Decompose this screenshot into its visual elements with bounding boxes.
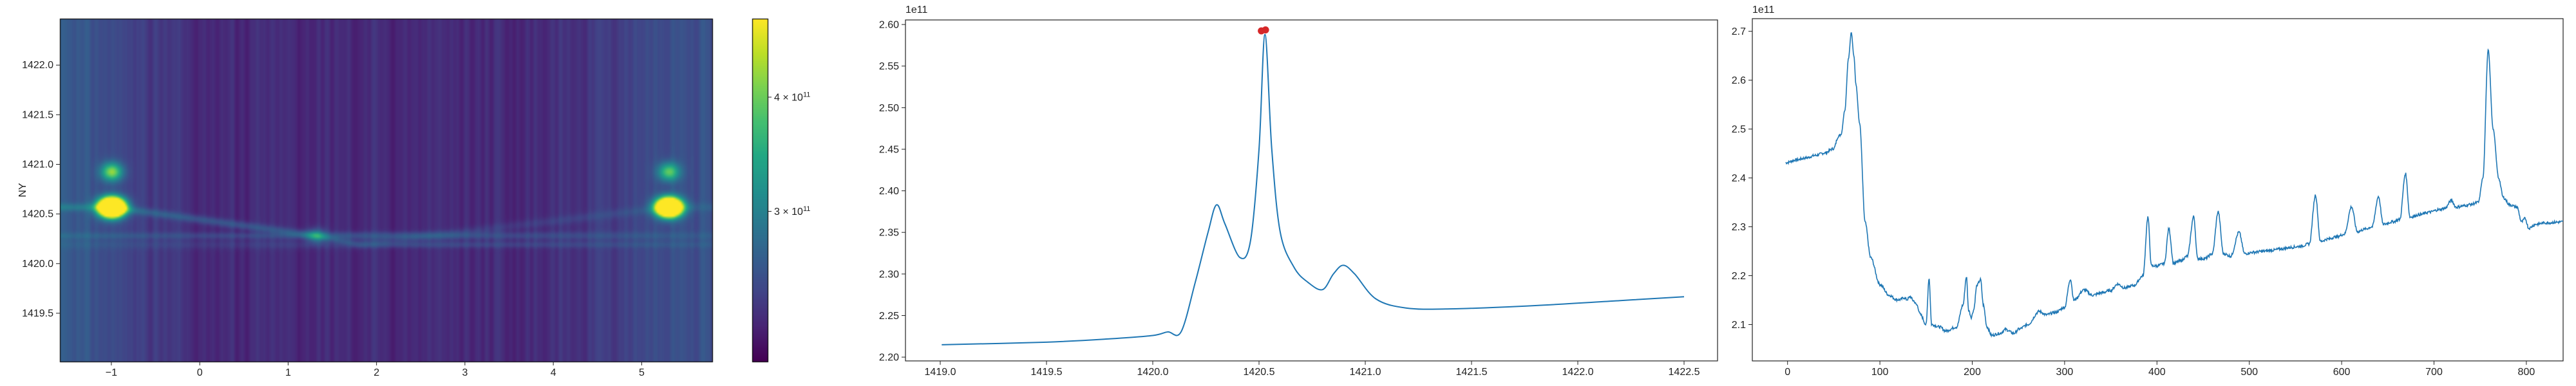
svg-text:1420.5: 1420.5	[22, 209, 53, 220]
svg-text:2.5: 2.5	[1732, 124, 1746, 135]
svg-text:1e11: 1e11	[1752, 5, 1775, 15]
svg-text:3 × 1011: 3 × 1011	[774, 205, 810, 217]
svg-text:1e11: 1e11	[905, 5, 928, 15]
svg-text:2.3: 2.3	[1732, 222, 1746, 233]
svg-text:3: 3	[462, 367, 468, 378]
svg-text:1419.5: 1419.5	[1031, 367, 1063, 378]
svg-text:1419.5: 1419.5	[22, 308, 53, 319]
svg-text:2.40: 2.40	[879, 186, 899, 197]
svg-text:1: 1	[285, 367, 291, 378]
svg-text:1422.0: 1422.0	[22, 60, 53, 71]
svg-text:2.20: 2.20	[879, 353, 899, 363]
svg-text:2.25: 2.25	[879, 311, 899, 322]
svg-text:2.30: 2.30	[879, 269, 899, 280]
svg-text:5: 5	[639, 367, 645, 378]
svg-text:1421.0: 1421.0	[22, 159, 53, 170]
svg-text:−1: −1	[106, 367, 117, 378]
svg-text:1420.0: 1420.0	[22, 259, 53, 270]
svg-text:500: 500	[2240, 367, 2258, 378]
svg-text:1419.0: 1419.0	[925, 367, 956, 378]
svg-text:400: 400	[2148, 367, 2166, 378]
svg-text:NY: NY	[17, 183, 28, 198]
svg-text:800: 800	[2518, 367, 2535, 378]
svg-text:2: 2	[374, 367, 379, 378]
svg-text:600: 600	[2333, 367, 2351, 378]
svg-text:2.50: 2.50	[879, 103, 899, 114]
svg-text:2.45: 2.45	[879, 144, 899, 155]
svg-text:4: 4	[551, 367, 556, 378]
svg-text:2.60: 2.60	[879, 20, 899, 31]
svg-text:700: 700	[2425, 367, 2443, 378]
svg-text:2.55: 2.55	[879, 61, 899, 72]
svg-text:1420.0: 1420.0	[1137, 367, 1169, 378]
svg-text:2.4: 2.4	[1732, 173, 1746, 184]
svg-text:1422.5: 1422.5	[1669, 367, 1700, 378]
svg-text:200: 200	[1964, 367, 1981, 378]
svg-text:100: 100	[1871, 367, 1889, 378]
svg-text:2.1: 2.1	[1732, 320, 1746, 331]
svg-text:2.35: 2.35	[879, 228, 899, 239]
svg-text:1421.5: 1421.5	[1456, 367, 1488, 378]
svg-text:0: 0	[1785, 367, 1790, 378]
svg-text:1420.5: 1420.5	[1244, 367, 1275, 378]
svg-text:2.6: 2.6	[1732, 75, 1746, 86]
svg-text:2.7: 2.7	[1732, 26, 1746, 37]
svg-text:4 × 1011: 4 × 1011	[774, 91, 810, 104]
svg-text:1421.0: 1421.0	[1350, 367, 1381, 378]
svg-text:300: 300	[2056, 367, 2074, 378]
svg-text:1421.5: 1421.5	[22, 109, 53, 120]
svg-text:1422.0: 1422.0	[1562, 367, 1594, 378]
svg-text:2.2: 2.2	[1732, 271, 1746, 282]
svg-text:0: 0	[197, 367, 203, 378]
